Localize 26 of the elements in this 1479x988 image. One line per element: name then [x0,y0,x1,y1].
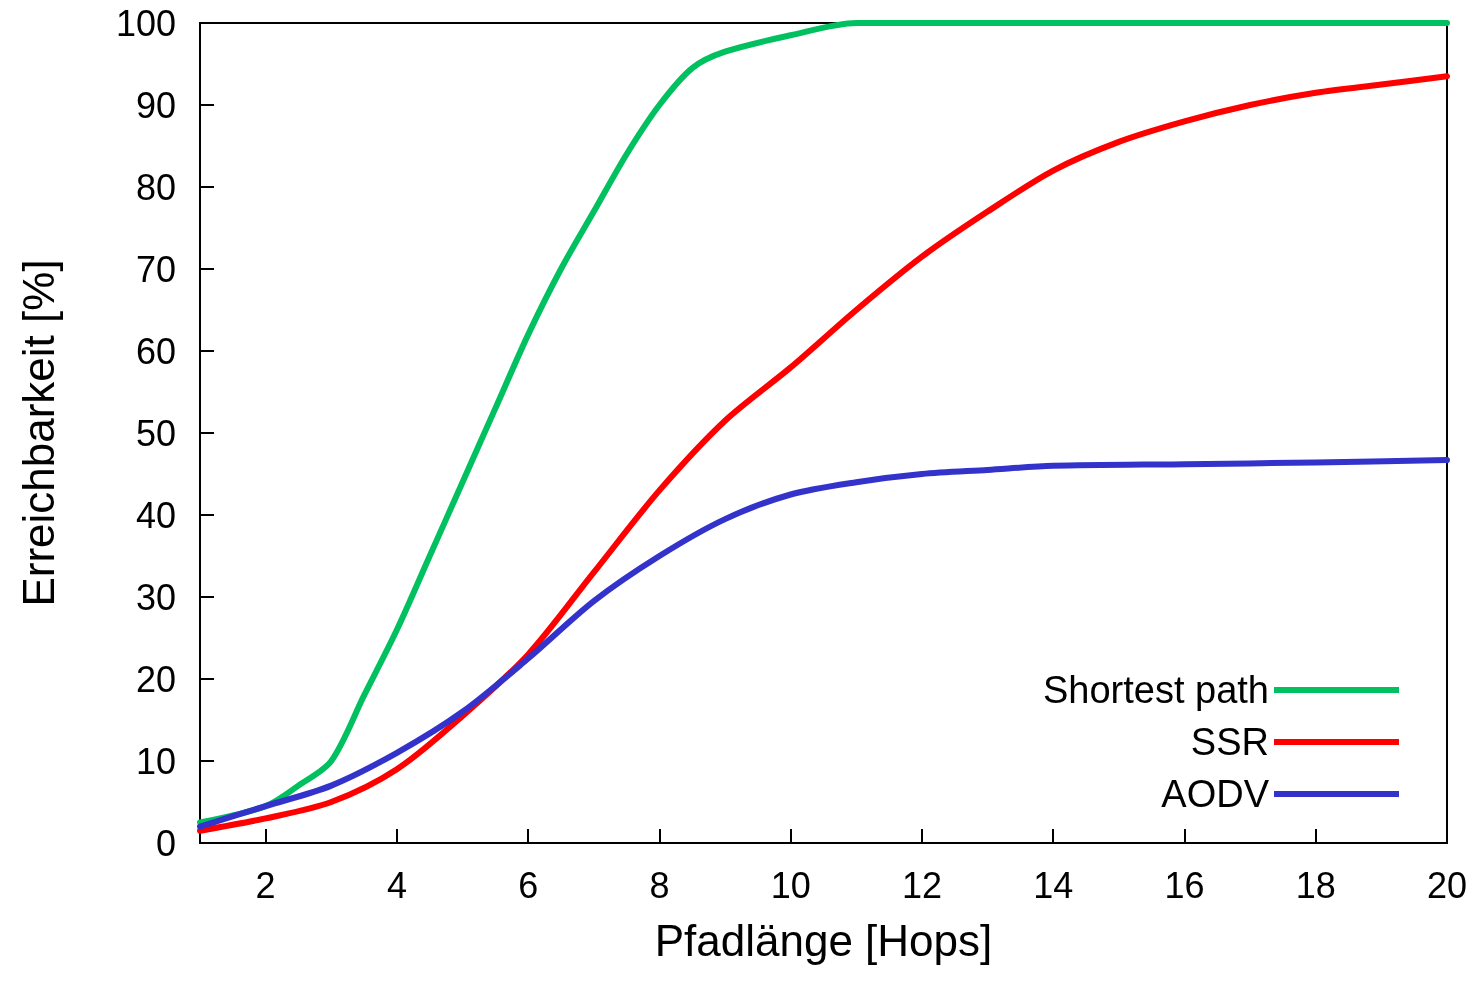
x-tick-label: 10 [770,864,811,906]
x-tick-label: 16 [1164,864,1205,906]
x-tick-label: 14 [1033,864,1074,906]
x-tick-label: 12 [901,864,942,906]
x-tick-label: 6 [518,864,539,906]
x-tick-label: 2 [255,864,276,906]
x-tick-label: 18 [1295,864,1336,906]
x-axis-title: Pfadlänge [Hops] [654,915,993,965]
y-tick-label: 60 [135,330,176,372]
y-tick-label: 90 [135,84,176,126]
legend-label: Shortest path [1042,669,1269,711]
y-tick-label: 80 [135,166,176,208]
y-tick-label: 0 [155,822,176,864]
x-tick-label: 20 [1426,864,1468,906]
y-tick-label: 50 [135,412,176,454]
legend-label: AODV [1161,773,1270,815]
y-tick-label: 100 [115,2,176,44]
y-axis-title: Erreichbarkeit [%] [13,259,63,607]
y-tick-label: 10 [135,740,176,782]
y-tick-label: 30 [135,576,176,618]
y-tick-label: 40 [135,494,176,536]
x-tick-label: 4 [386,864,407,906]
legend-label: SSR [1190,721,1269,763]
y-tick-label: 70 [135,248,176,290]
x-tick-label: 8 [649,864,670,906]
y-tick-label: 20 [135,658,176,700]
